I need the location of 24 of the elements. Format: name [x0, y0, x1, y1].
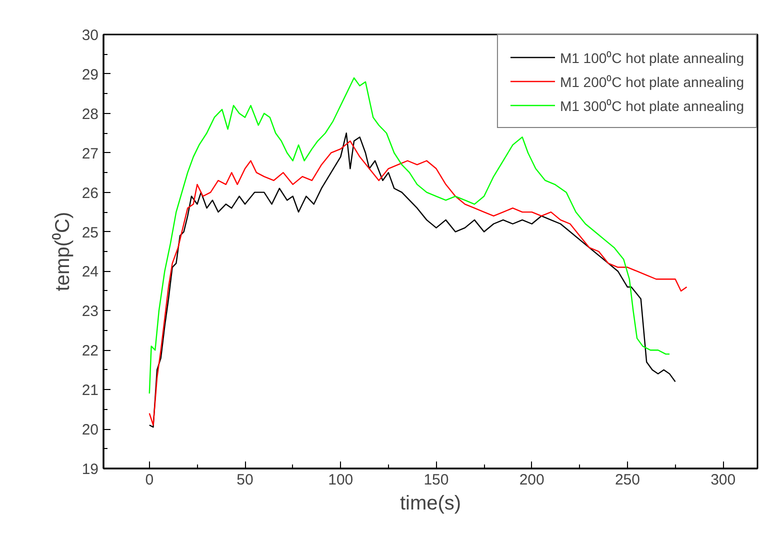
x-tick-label: 300 [710, 472, 736, 488]
x-tick-label: 200 [519, 472, 544, 488]
y-tick-label: 24 [82, 264, 99, 281]
y-tick-label: 29 [82, 66, 99, 84]
y-tick-label: 20 [82, 422, 99, 439]
x-axis-title: time(s) [400, 492, 462, 514]
x-tick-label: 100 [328, 472, 354, 488]
x-tick-label: 150 [424, 472, 449, 488]
y-tick-label: 30 [82, 27, 99, 44]
x-tick-label: 0 [145, 472, 154, 488]
y-tick-label: 21 [82, 382, 99, 400]
x-tick-label: 250 [614, 472, 640, 488]
y-tick-label: 22 [82, 342, 99, 360]
y-tick-label: 28 [82, 106, 99, 123]
y-tick-label: 19 [82, 461, 99, 478]
y-tick-label: 23 [82, 303, 99, 320]
y-axis-title: temp(⁰C) [50, 212, 74, 292]
legend-label: M1 100⁰C hot plate annealing [560, 48, 744, 66]
legend-label: M1 200⁰C hot plate annealing [560, 72, 744, 90]
y-tick-label: 27 [82, 145, 99, 162]
legend-label: M1 300⁰C hot plate annealing [560, 96, 744, 114]
x-tick-label: 50 [236, 472, 254, 488]
y-tick-label: 26 [82, 184, 99, 202]
y-tick-label: 25 [82, 224, 99, 242]
